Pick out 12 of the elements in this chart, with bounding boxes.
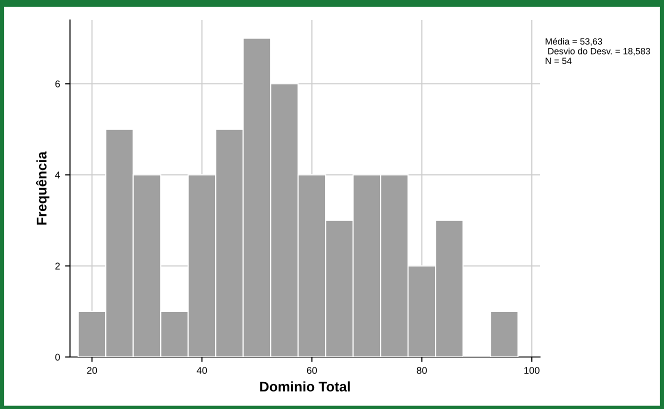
y-tick-label: 6 [55, 80, 60, 88]
y-axis-title: Frequência [36, 151, 50, 225]
x-axis-title: Dominio Total [260, 381, 350, 392]
x-tick-label: 100 [524, 366, 540, 374]
y-tick-label: 0 [55, 354, 60, 361]
x-tick-label: 80 [416, 366, 427, 374]
x-tick-label: 60 [306, 366, 317, 374]
y-tick-label: 2 [55, 262, 60, 270]
text: Média = 53,63 Desvio do Desv. = 18,583 N = 54 [546, 38, 650, 64]
y-tick-label: 4 [55, 172, 60, 178]
x-tick-label: 40 [196, 366, 207, 374]
x-tick-label: 20 [87, 366, 98, 374]
